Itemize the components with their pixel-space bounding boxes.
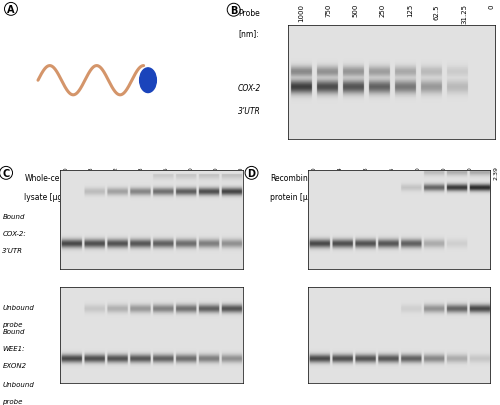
Text: 750: 750	[326, 4, 332, 17]
Text: Whole-cell: Whole-cell	[24, 173, 64, 182]
Text: probe: probe	[2, 322, 23, 327]
Text: Probe: Probe	[238, 9, 260, 18]
Text: Bound: Bound	[2, 328, 25, 335]
Text: 250: 250	[380, 4, 386, 17]
Text: A: A	[7, 5, 14, 15]
Text: 0.63: 0.63	[138, 166, 143, 180]
Text: 0.30: 0.30	[416, 166, 420, 180]
Text: C: C	[2, 168, 10, 179]
Text: 0.13: 0.13	[88, 166, 94, 180]
Text: Unbound: Unbound	[2, 381, 34, 387]
Text: 0: 0	[488, 4, 494, 9]
Text: COX-2: COX-2	[238, 84, 261, 93]
Text: 10.00: 10.00	[239, 166, 244, 183]
Text: Unbound: Unbound	[2, 305, 34, 311]
Text: protein [μg]:: protein [μg]:	[270, 192, 318, 201]
Text: COX-2:: COX-2:	[2, 230, 26, 237]
Text: 62.5: 62.5	[434, 4, 440, 19]
Text: 31.25: 31.25	[461, 4, 467, 24]
Text: 3’UTR: 3’UTR	[2, 247, 24, 253]
Text: probe: probe	[2, 398, 23, 404]
Text: 0.04: 0.04	[338, 166, 342, 180]
Text: Bound: Bound	[2, 214, 25, 220]
Text: 5.00: 5.00	[214, 166, 219, 180]
Text: 0.15: 0.15	[390, 166, 394, 180]
Text: 2.39: 2.39	[494, 166, 498, 180]
Text: 2.50: 2.50	[189, 166, 194, 180]
Text: 3’UTR: 3’UTR	[238, 107, 260, 116]
Text: lysate [μg]:: lysate [μg]:	[24, 192, 68, 201]
Text: Recombinant: Recombinant	[270, 173, 321, 182]
Text: 0.00: 0.00	[312, 166, 316, 180]
Text: 500: 500	[352, 4, 358, 17]
Text: 0.08: 0.08	[364, 166, 368, 180]
Text: [nm]:: [nm]:	[238, 29, 258, 38]
Text: 0.32: 0.32	[114, 166, 118, 180]
Text: 1.20: 1.20	[468, 166, 472, 180]
Text: B: B	[230, 6, 237, 16]
Text: EXON2: EXON2	[2, 362, 26, 368]
Circle shape	[140, 69, 156, 93]
Text: 1.25: 1.25	[164, 166, 169, 180]
Text: 1000: 1000	[298, 4, 304, 22]
Text: 0.60: 0.60	[442, 166, 446, 180]
Text: WEE1:: WEE1:	[2, 345, 25, 351]
Text: 0.00: 0.00	[64, 166, 68, 180]
Text: 125: 125	[407, 4, 413, 17]
Text: D: D	[248, 168, 256, 179]
